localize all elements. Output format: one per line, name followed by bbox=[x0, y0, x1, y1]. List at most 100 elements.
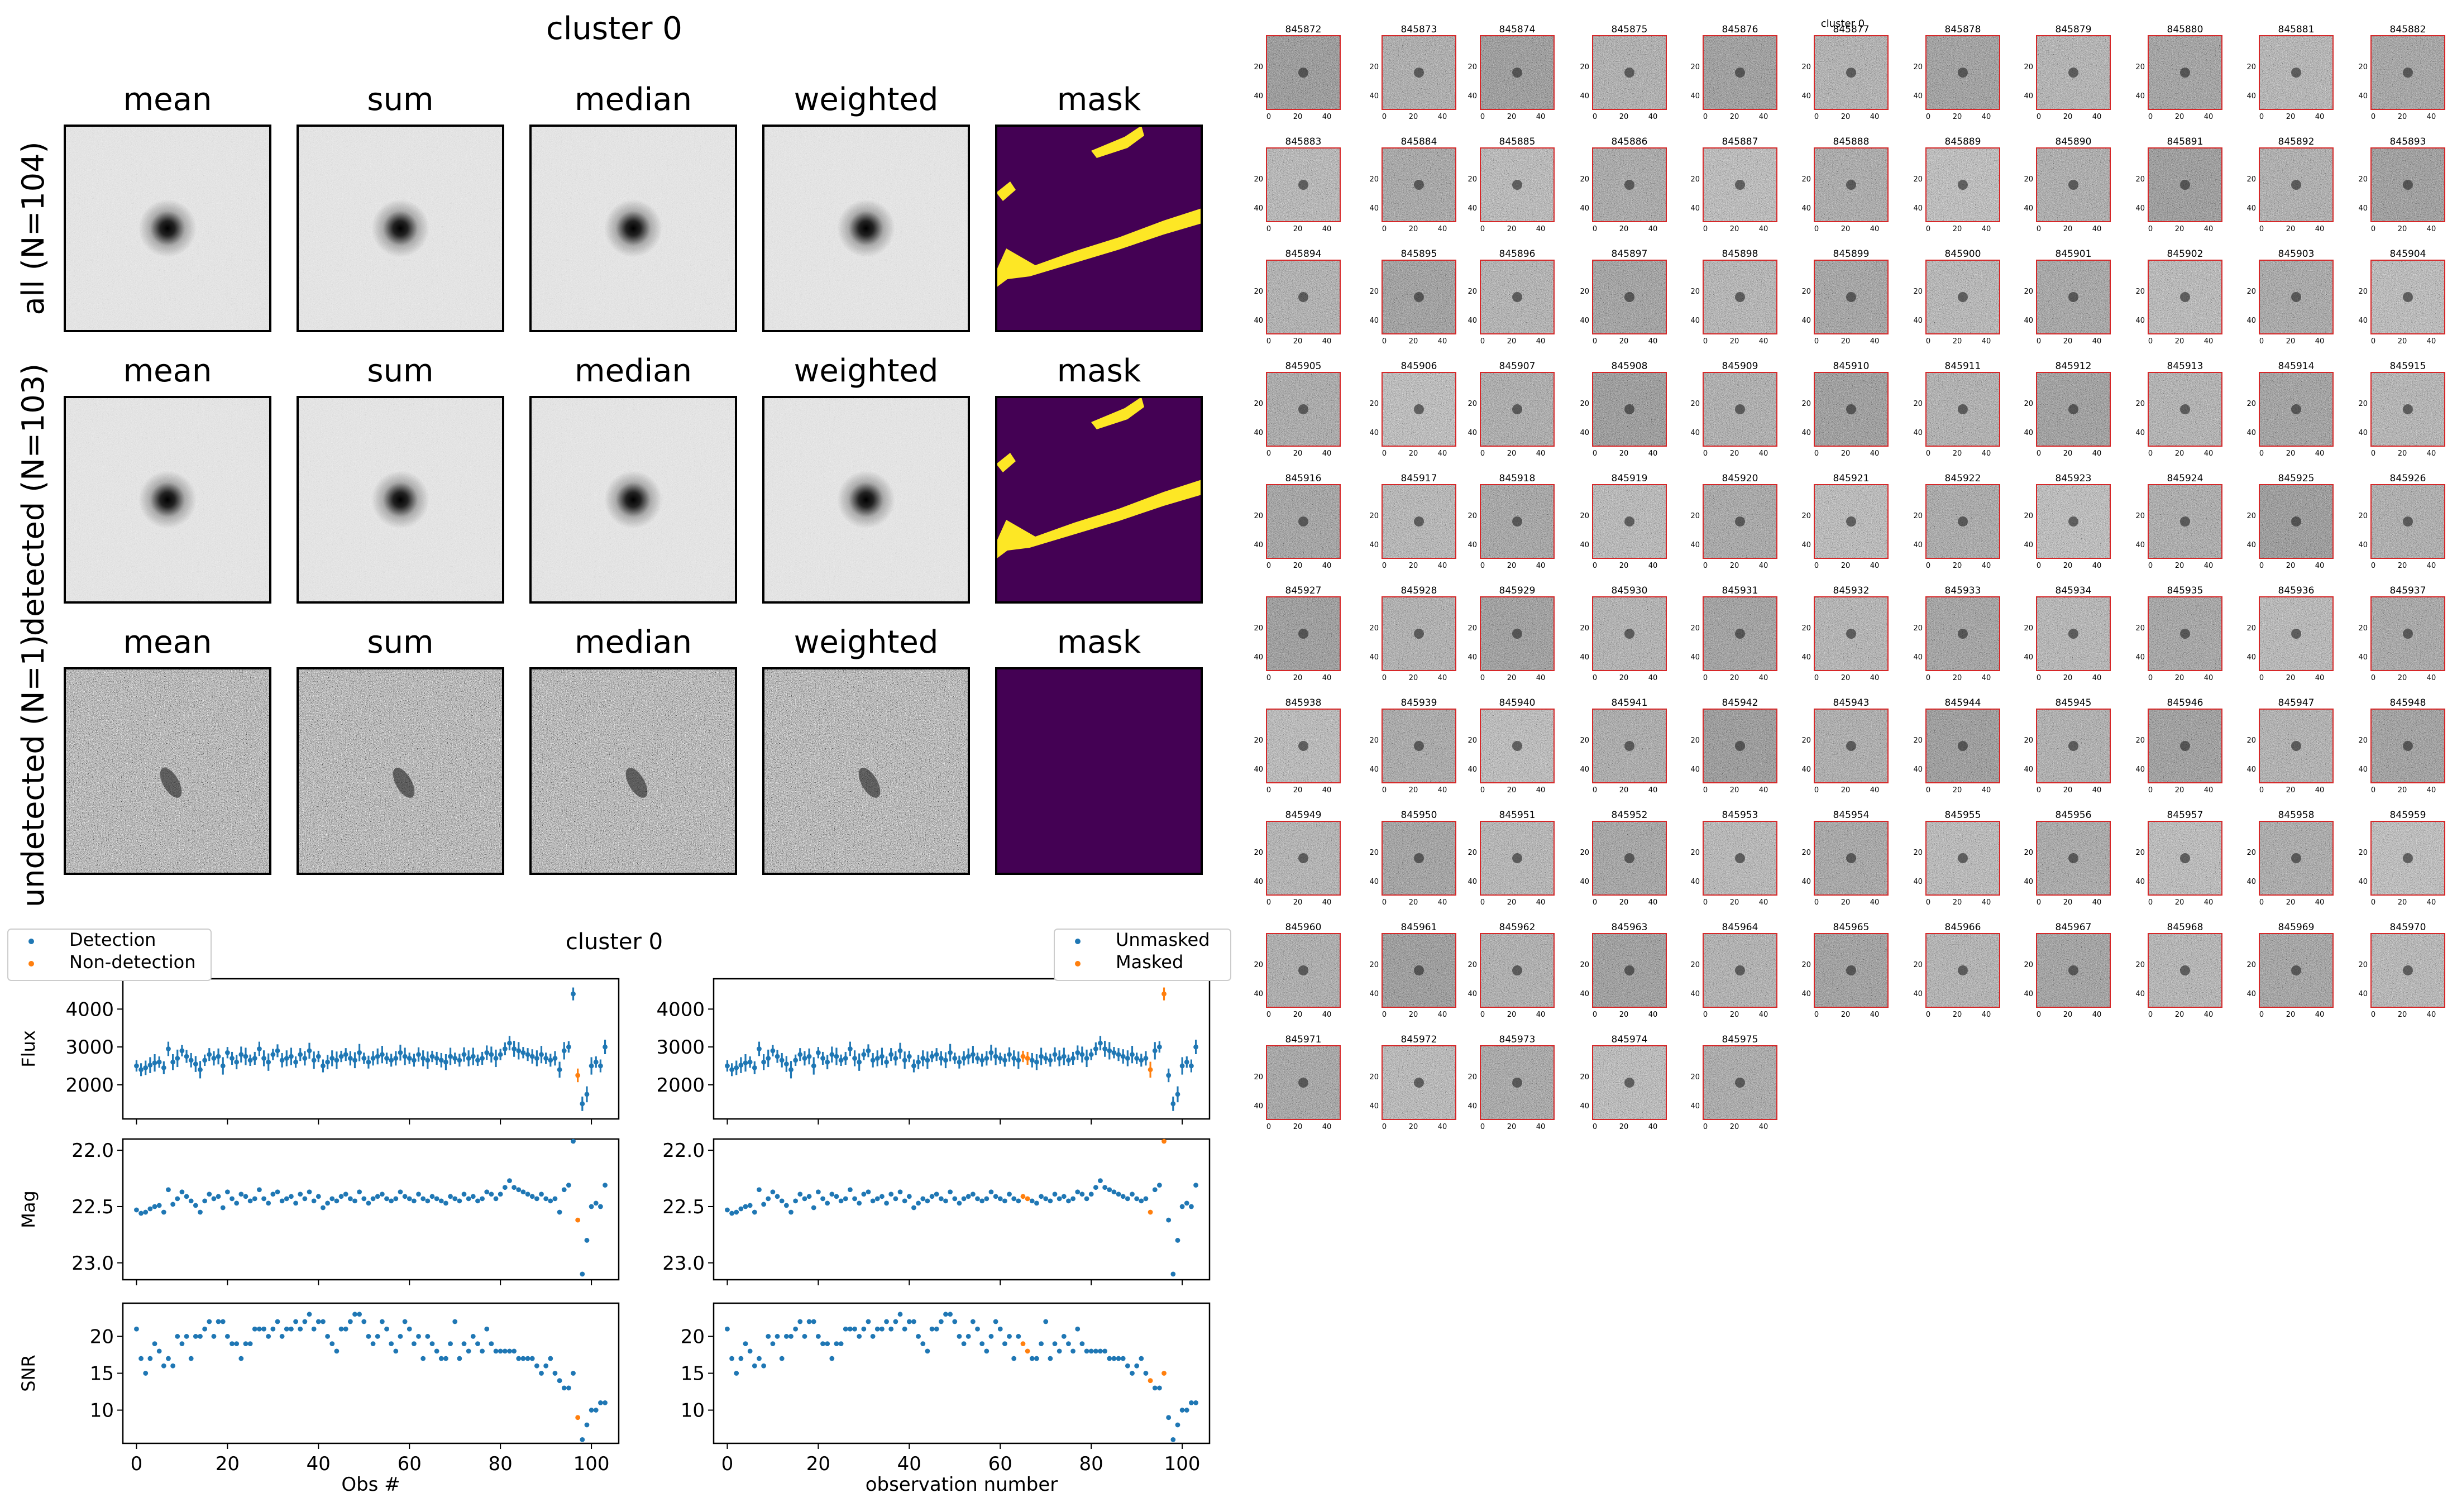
y-tick-label: 20 bbox=[1580, 288, 1589, 296]
y-tick-label: 20 bbox=[1913, 736, 1923, 745]
thumbnail-frame bbox=[1592, 821, 1667, 896]
column-title: median bbox=[575, 353, 692, 389]
data-point bbox=[507, 1348, 512, 1354]
y-tick-label: 40 bbox=[1369, 92, 1379, 101]
data-point bbox=[284, 1196, 289, 1202]
thumbnail-frame bbox=[1925, 260, 2000, 334]
data-point bbox=[1175, 1092, 1180, 1097]
data-point bbox=[1029, 1356, 1035, 1361]
x-tick-label: 0 bbox=[2371, 898, 2375, 907]
data-point bbox=[1116, 1356, 1121, 1361]
thumbnail-id: 845902 bbox=[2167, 248, 2203, 260]
legend-marker bbox=[1075, 961, 1081, 966]
y-tick-label: 20 bbox=[1369, 624, 1379, 633]
data-point bbox=[243, 1054, 248, 1059]
data-point bbox=[761, 1363, 767, 1369]
x-tick-label: 20 bbox=[2063, 1011, 2073, 1019]
data-point bbox=[539, 1192, 544, 1197]
y-tick-label: 20 bbox=[1913, 512, 1923, 520]
x-tick-label: 40 bbox=[2092, 449, 2102, 458]
data-point bbox=[393, 1056, 399, 1061]
y-tick-label: 2000 bbox=[656, 1074, 705, 1097]
thumbnail-id: 845959 bbox=[2390, 810, 2426, 821]
x-tick-label: 40 bbox=[1648, 562, 1658, 570]
x-tick-label: 20 bbox=[1293, 113, 1303, 121]
data-point bbox=[216, 1054, 221, 1059]
thumbnail-id: 845914 bbox=[2278, 361, 2315, 372]
stamp-mask bbox=[995, 667, 1203, 875]
x-tick-label: 0 bbox=[2259, 225, 2264, 233]
thumbnail-frame bbox=[1592, 372, 1667, 447]
x-tick-label: 0 bbox=[1480, 449, 1485, 458]
data-point bbox=[179, 1189, 185, 1195]
thumbnail-frame bbox=[1814, 35, 1889, 110]
thumbnail-id: 845975 bbox=[1722, 1034, 1758, 1045]
thumbnail-source bbox=[1624, 853, 1634, 863]
data-point bbox=[516, 1356, 522, 1361]
x-tick-label: 20 bbox=[2286, 786, 2296, 795]
data-point bbox=[1143, 1196, 1149, 1202]
x-tick-label: 20 bbox=[2175, 562, 2184, 570]
x-tick-label: 20 bbox=[1953, 562, 1962, 570]
data-point bbox=[743, 1341, 748, 1347]
x-tick-label: 0 bbox=[2148, 113, 2153, 121]
x-axis-label: Obs # bbox=[341, 1473, 400, 1496]
data-point bbox=[575, 1073, 581, 1078]
y-tick-label: 40 bbox=[2246, 878, 2256, 886]
data-point bbox=[548, 1058, 553, 1063]
data-point bbox=[861, 1052, 867, 1058]
thumbnail-id: 845958 bbox=[2278, 810, 2315, 821]
thumbnail-source bbox=[1414, 68, 1424, 78]
x-tick-label: 40 bbox=[1982, 1011, 1991, 1019]
data-point bbox=[788, 1334, 793, 1339]
source-psf bbox=[837, 471, 895, 529]
y-tick-label: 20 bbox=[2135, 736, 2145, 745]
y-tick-label: 40 bbox=[1467, 990, 1477, 998]
stamp-frame bbox=[529, 125, 737, 332]
thumbnail-frame bbox=[1703, 821, 1777, 896]
y-tick-label: 40 bbox=[2135, 92, 2145, 101]
data-point bbox=[911, 1205, 916, 1210]
y-tick-label: 20 bbox=[1467, 175, 1477, 184]
thumbnail-source bbox=[2068, 292, 2078, 302]
data-point bbox=[552, 1056, 558, 1061]
stamp-mean bbox=[64, 667, 271, 875]
data-point bbox=[1093, 1046, 1098, 1051]
x-tick-label: 20 bbox=[1953, 449, 1962, 458]
data-point bbox=[1148, 1067, 1153, 1073]
thumbnail-id: 845947 bbox=[2278, 697, 2315, 709]
column-title: median bbox=[575, 624, 692, 661]
data-point bbox=[247, 1341, 253, 1347]
thumbnail-frame bbox=[1703, 933, 1777, 1008]
x-tick-label: 40 bbox=[2092, 674, 2102, 682]
x-tick-label: 0 bbox=[1703, 786, 1708, 795]
data-point bbox=[438, 1058, 444, 1063]
x-tick-label: 0 bbox=[1480, 1123, 1485, 1131]
x-tick-label: 40 bbox=[2427, 449, 2436, 458]
data-point bbox=[316, 1194, 321, 1199]
x-tick-label: 40 bbox=[1322, 337, 1332, 346]
x-tick-label: 20 bbox=[2175, 1011, 2184, 1019]
x-tick-label: 40 bbox=[1759, 225, 1768, 233]
thumbnail-frame bbox=[1382, 484, 1456, 559]
data-point bbox=[448, 1194, 453, 1199]
row-label: all (N=104) bbox=[16, 141, 51, 315]
y-tick-label: 20 bbox=[2135, 849, 2145, 857]
y-tick-label: 40 bbox=[1801, 541, 1811, 549]
y-tick-label: 40 bbox=[1913, 878, 1923, 886]
data-point bbox=[298, 1052, 303, 1058]
x-tick-label: 40 bbox=[1982, 786, 1991, 795]
x-tick-label: 40 bbox=[1438, 674, 1447, 682]
y-tick-label: 20 bbox=[1369, 961, 1379, 969]
thumbnail-id: 845928 bbox=[1401, 585, 1437, 596]
data-point bbox=[230, 1056, 235, 1061]
x-tick-label: 20 bbox=[1507, 113, 1517, 121]
data-point bbox=[279, 1058, 285, 1063]
x-tick-label: 40 bbox=[1536, 674, 1546, 682]
data-point bbox=[198, 1067, 203, 1073]
data-point bbox=[302, 1056, 308, 1061]
y-tick-label: 20 bbox=[1801, 512, 1811, 520]
data-point bbox=[1007, 1192, 1012, 1197]
data-point bbox=[1025, 1196, 1030, 1202]
